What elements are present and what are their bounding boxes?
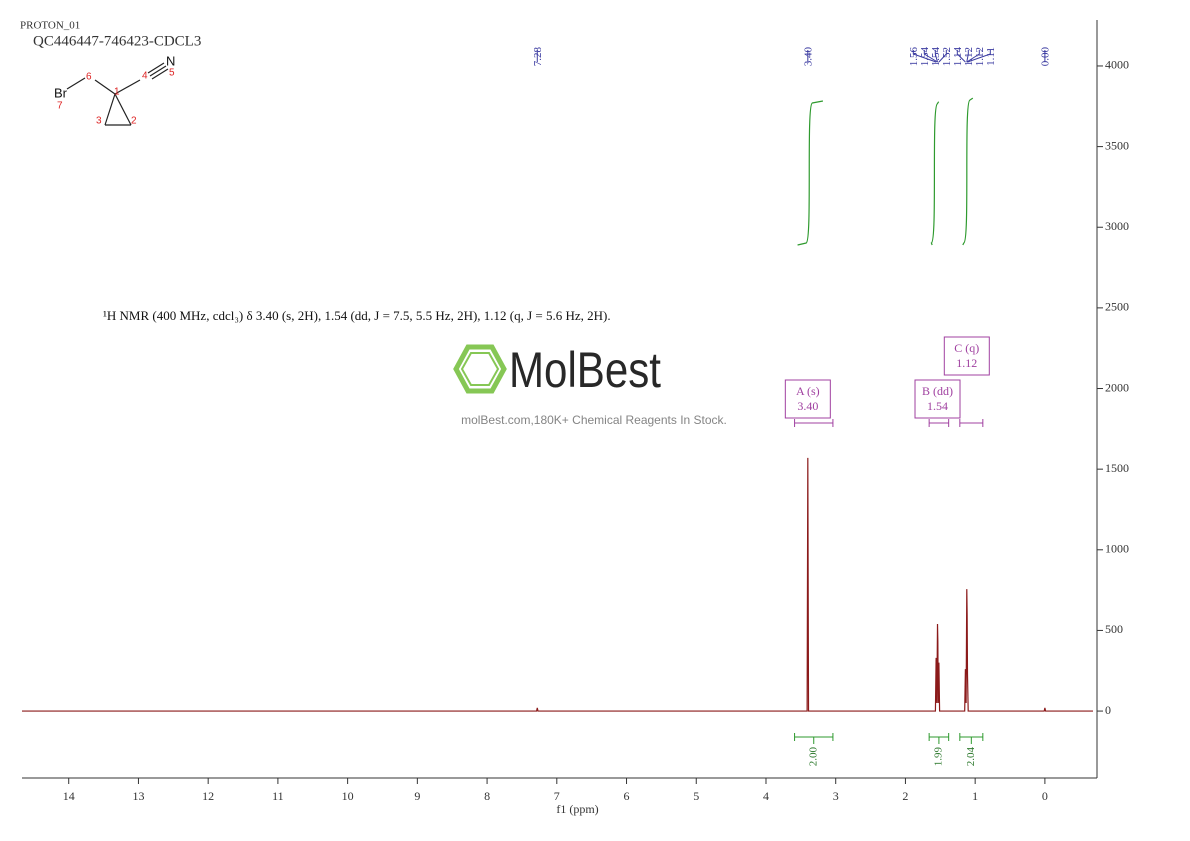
- watermark: MolBest molBest.com,180K+ Chemical Reage…: [453, 342, 727, 427]
- x-tick-label: 10: [342, 789, 354, 803]
- peak-label: 1.14: [952, 47, 964, 67]
- multiplet-shift: 1.12: [956, 356, 977, 370]
- x-tick-label: 11: [272, 789, 284, 803]
- bond: [114, 79, 141, 95]
- bond: [104, 93, 116, 126]
- peak-label: 1.11: [985, 47, 997, 66]
- peak-marker: [966, 50, 969, 63]
- peak-label: 1.12: [974, 47, 986, 66]
- multiplet-name: C (q): [954, 341, 979, 355]
- integral-curve: [930, 101, 940, 246]
- atom-number: 3: [96, 116, 102, 127]
- x-tick-label: 4: [763, 789, 769, 803]
- multiplet-range: [794, 419, 834, 427]
- y-tick-label: 2000: [1105, 380, 1129, 394]
- atom-symbol: N: [166, 53, 175, 68]
- chart-subtitle: QC446447-746423-CDCL3: [33, 33, 201, 49]
- integral-range: [928, 733, 950, 744]
- multiplet-name: B (dd): [922, 384, 953, 398]
- peak-label: 1.54: [919, 47, 931, 67]
- integral-curve: [797, 100, 824, 246]
- y-tick-label: 3500: [1105, 138, 1129, 152]
- atom-number: 6: [86, 72, 92, 83]
- x-tick-label: 14: [63, 789, 75, 803]
- atom-number: 4: [142, 71, 148, 82]
- y-tick-label: 3000: [1105, 219, 1129, 233]
- x-tick-label: 0: [1042, 789, 1048, 803]
- multiplet-name: A (s): [796, 384, 820, 398]
- atom-symbol: Br: [54, 85, 68, 100]
- integral-range: [959, 733, 984, 744]
- y-tick-label: 4000: [1105, 58, 1129, 72]
- peak-marker: [923, 50, 938, 63]
- integral-label: 2.04: [965, 747, 977, 767]
- x-tick-label: 1: [972, 789, 978, 803]
- multiplet-shift: 3.40: [797, 399, 818, 413]
- bond: [66, 77, 86, 90]
- x-tick-label: 12: [202, 789, 214, 803]
- peak-label: 3.40: [802, 47, 814, 67]
- integral-label: 1.99: [932, 747, 944, 767]
- integral-curve: [962, 97, 974, 246]
- chart-title: PROTON_01: [20, 20, 80, 32]
- peak-label: 1.56: [908, 47, 920, 67]
- x-tick-label: 5: [693, 789, 699, 803]
- integral-range: [794, 733, 834, 744]
- x-tick-label: 6: [624, 789, 630, 803]
- bond: [147, 62, 165, 74]
- bond: [114, 93, 132, 126]
- x-tick-label: 13: [132, 789, 144, 803]
- tagline: molBest.com,180K+ Chemical Reagents In S…: [461, 413, 727, 427]
- y-tick-label: 1500: [1105, 461, 1129, 475]
- x-tick-label: 3: [833, 789, 839, 803]
- logo: [453, 344, 507, 394]
- multiplet-shift: 1.54: [927, 399, 948, 413]
- logo: [460, 352, 500, 386]
- x-tick-label: 8: [484, 789, 490, 803]
- structure: Br 7 6 1 4 N 5 3 2: [54, 53, 175, 126]
- peak-marker: [934, 50, 938, 63]
- atom-number: 7: [57, 101, 63, 112]
- x-tick-label: 2: [902, 789, 908, 803]
- atom-number: 5: [169, 68, 175, 79]
- peak-label: 7.28: [532, 47, 544, 67]
- y-tick-label: 2500: [1105, 300, 1129, 314]
- x-tick-label: 9: [414, 789, 420, 803]
- multiplet-range: [959, 419, 984, 427]
- integral-label: 2.00: [807, 747, 819, 767]
- peak-marker: [938, 50, 947, 63]
- multiplet-box: [943, 336, 990, 376]
- bond: [151, 68, 169, 80]
- peak-label: 1.52: [941, 47, 953, 66]
- description: ¹H NMR (400 MHz, cdcl₃) δ 3.40 (s, 2H), …: [103, 308, 611, 323]
- peak-marker: [956, 50, 966, 63]
- bond: [94, 79, 116, 95]
- peak-marker: [966, 50, 980, 63]
- peak-marker: [967, 50, 991, 63]
- y-tick-label: 0: [1105, 703, 1111, 717]
- brand: MolBest: [509, 342, 661, 398]
- peak-label: 1.12: [963, 47, 975, 66]
- atom-number: 1: [114, 87, 120, 98]
- y-tick-label: 1000: [1105, 542, 1129, 556]
- x-axis-label: f1 (ppm): [556, 802, 598, 816]
- y-tick-label: 500: [1105, 622, 1123, 636]
- spectrum-line: [22, 457, 1093, 712]
- peak-label: 0.00: [1039, 47, 1051, 67]
- multiplet-range: [928, 419, 950, 427]
- peak-marker: [912, 50, 937, 63]
- x-tick-label: 7: [554, 789, 560, 803]
- multiplet-box: [784, 379, 831, 419]
- multiplet-box: [914, 379, 961, 419]
- atom-number: 2: [131, 116, 137, 127]
- bond: [149, 65, 167, 77]
